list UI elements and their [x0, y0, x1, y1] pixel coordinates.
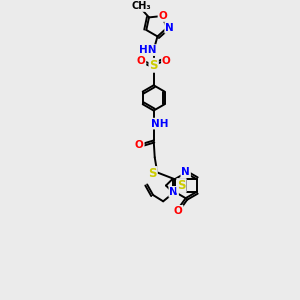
Text: N: N [169, 187, 178, 197]
Text: O: O [137, 56, 146, 67]
Text: CH₃: CH₃ [131, 1, 151, 11]
Text: O: O [158, 11, 167, 21]
Text: S: S [148, 167, 157, 180]
Text: NH: NH [151, 118, 169, 129]
Text: S: S [177, 179, 186, 192]
Text: N: N [165, 23, 174, 33]
Text: O: O [135, 140, 144, 150]
Text: O: O [174, 206, 183, 216]
Text: S: S [149, 59, 158, 72]
Text: N: N [181, 167, 190, 177]
Text: O: O [162, 56, 171, 67]
Text: HN: HN [139, 45, 157, 55]
